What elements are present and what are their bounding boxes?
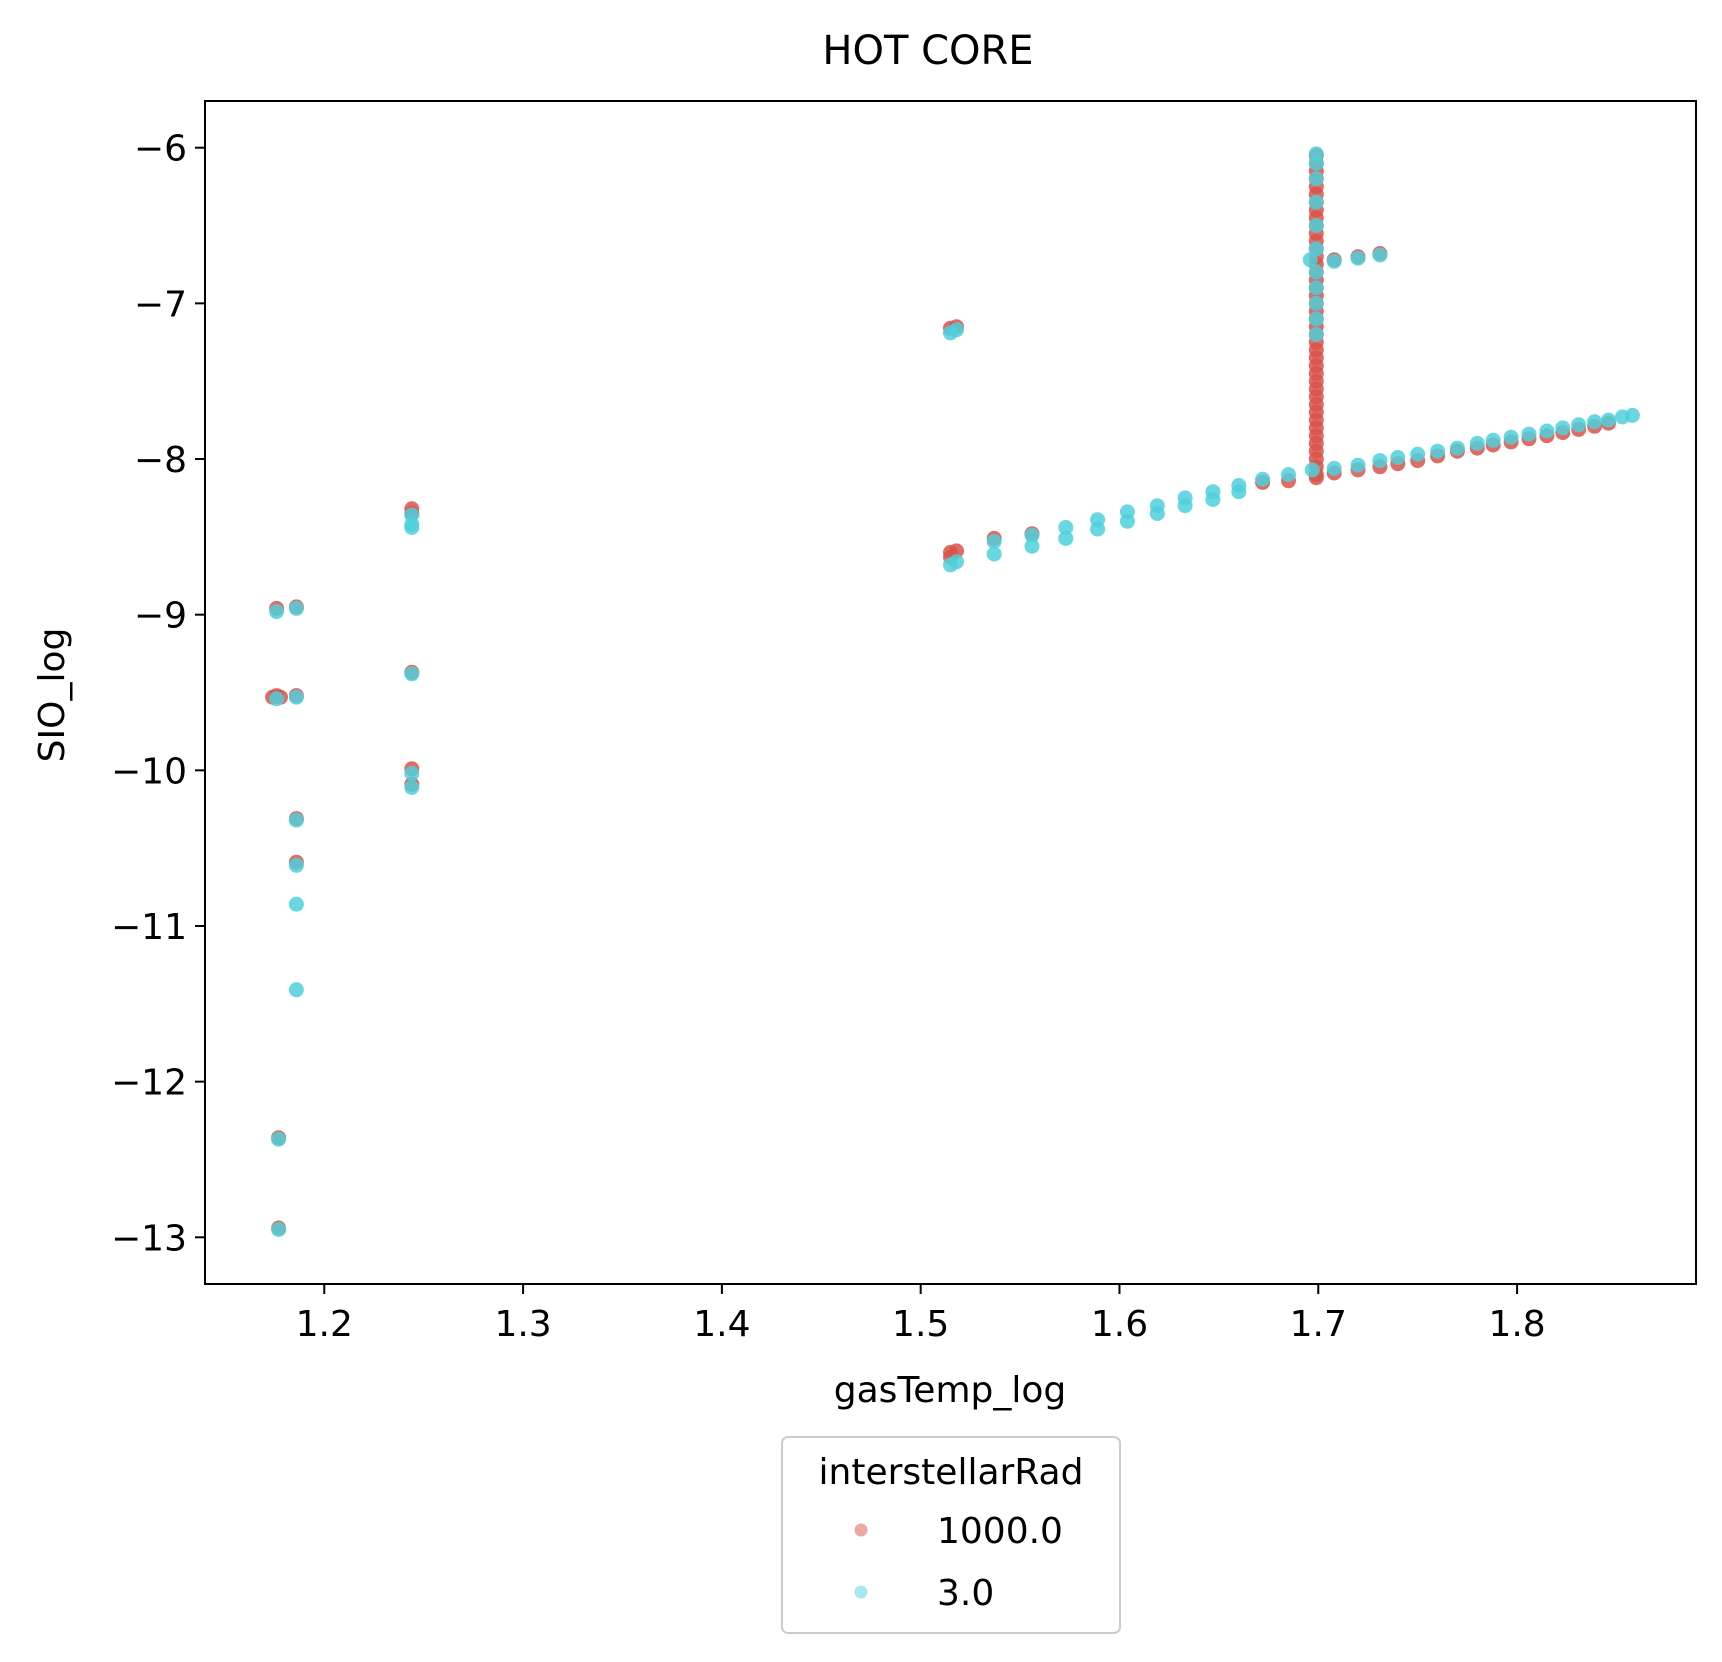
data-point [1326,253,1342,269]
data-point [1624,407,1640,423]
data-point [1281,467,1296,483]
data-point [1587,414,1603,430]
y-tick-label: −12 [111,1063,187,1104]
y-tick-label: −11 [111,907,187,948]
data-point [1302,252,1318,268]
y-tick-label: −8 [134,440,187,481]
y-tick-label: −10 [111,751,187,792]
data-point [949,322,964,338]
data-point [1350,250,1366,266]
data-point [1177,498,1193,514]
data-point [1571,417,1587,433]
data-point [1308,295,1324,311]
x-tick-label: 1.8 [1488,1304,1545,1345]
data-point [288,600,304,616]
data-point [288,857,304,873]
data-point [1308,194,1324,210]
data-point [1308,264,1324,280]
data-point [1449,440,1465,456]
points-layer [265,146,1640,1237]
data-point [404,666,420,682]
data-point [1350,457,1366,473]
data-point [288,982,304,998]
legend-marker-3 [854,1585,868,1599]
x-tick-label: 1.3 [494,1304,551,1345]
y-tick-label: −9 [134,596,187,637]
data-point [1430,443,1446,459]
legend-marker-1000 [854,1523,868,1537]
data-point [1058,520,1074,535]
chart-title: HOT CORE [822,28,1033,74]
data-point [1058,530,1074,546]
data-point [1601,412,1616,428]
data-point [1503,429,1519,445]
data-point [1410,446,1426,462]
data-point [1308,311,1324,327]
data-point [1205,492,1221,507]
data-point [404,765,420,781]
data-point [1469,435,1485,451]
x-tick-label: 1.4 [693,1304,750,1345]
data-point [271,1131,287,1147]
y-axis-label: SIO_log [32,628,73,763]
data-point [1119,513,1135,529]
data-point [1308,218,1324,233]
data-point [1149,506,1165,521]
x-axis-label: gasTemp_log [834,1370,1067,1411]
data-point [1555,420,1571,436]
x-tick-label: 1.7 [1290,1304,1347,1345]
legend: interstellarRad 1000.0 3.0 [781,1436,1121,1634]
x-tick-label: 1.6 [1091,1304,1148,1345]
data-point [288,812,304,828]
data-point [1090,521,1106,537]
data-point [404,780,420,795]
x-tick-label: 1.5 [892,1304,949,1345]
data-point [288,689,304,705]
x-tick-label: 1.2 [296,1304,353,1345]
y-axis: −6 −7 −8 −9 −10 −11 −12 −13 [111,129,205,1259]
y-tick-label: −7 [134,284,187,325]
data-point [986,534,1002,549]
data-point [1024,538,1040,554]
data-point [1308,327,1324,342]
series-3.0 [269,146,1640,1237]
y-tick-label: −6 [134,129,187,170]
data-point [1326,460,1342,476]
x-axis: 1.2 1.3 1.4 1.5 1.6 1.7 1.8 [296,1284,1546,1345]
data-point [1390,450,1406,465]
data-point [1231,484,1247,500]
data-point [1539,423,1555,439]
legend-label-3: 3.0 [937,1573,994,1614]
data-point [1024,527,1040,543]
legend-label-1000: 1000.0 [937,1511,1063,1552]
data-point [1308,155,1324,171]
data-point [949,554,964,570]
data-point [1255,471,1271,487]
data-point [269,691,285,707]
data-point [269,604,285,620]
data-point [986,546,1002,562]
data-point [404,520,420,535]
legend-title: interstellarRad [819,1452,1084,1493]
plot-frame [204,100,1697,1285]
data-point [1521,426,1537,442]
data-point [1308,171,1324,187]
data-point [1485,432,1501,448]
data-point [1308,280,1324,296]
data-point [271,1222,287,1237]
data-point [1372,453,1388,469]
data-point [1372,247,1388,263]
data-point [288,896,304,912]
data-point [1304,462,1320,478]
y-tick-label: −13 [111,1218,187,1259]
legend-frame [781,1436,1121,1634]
